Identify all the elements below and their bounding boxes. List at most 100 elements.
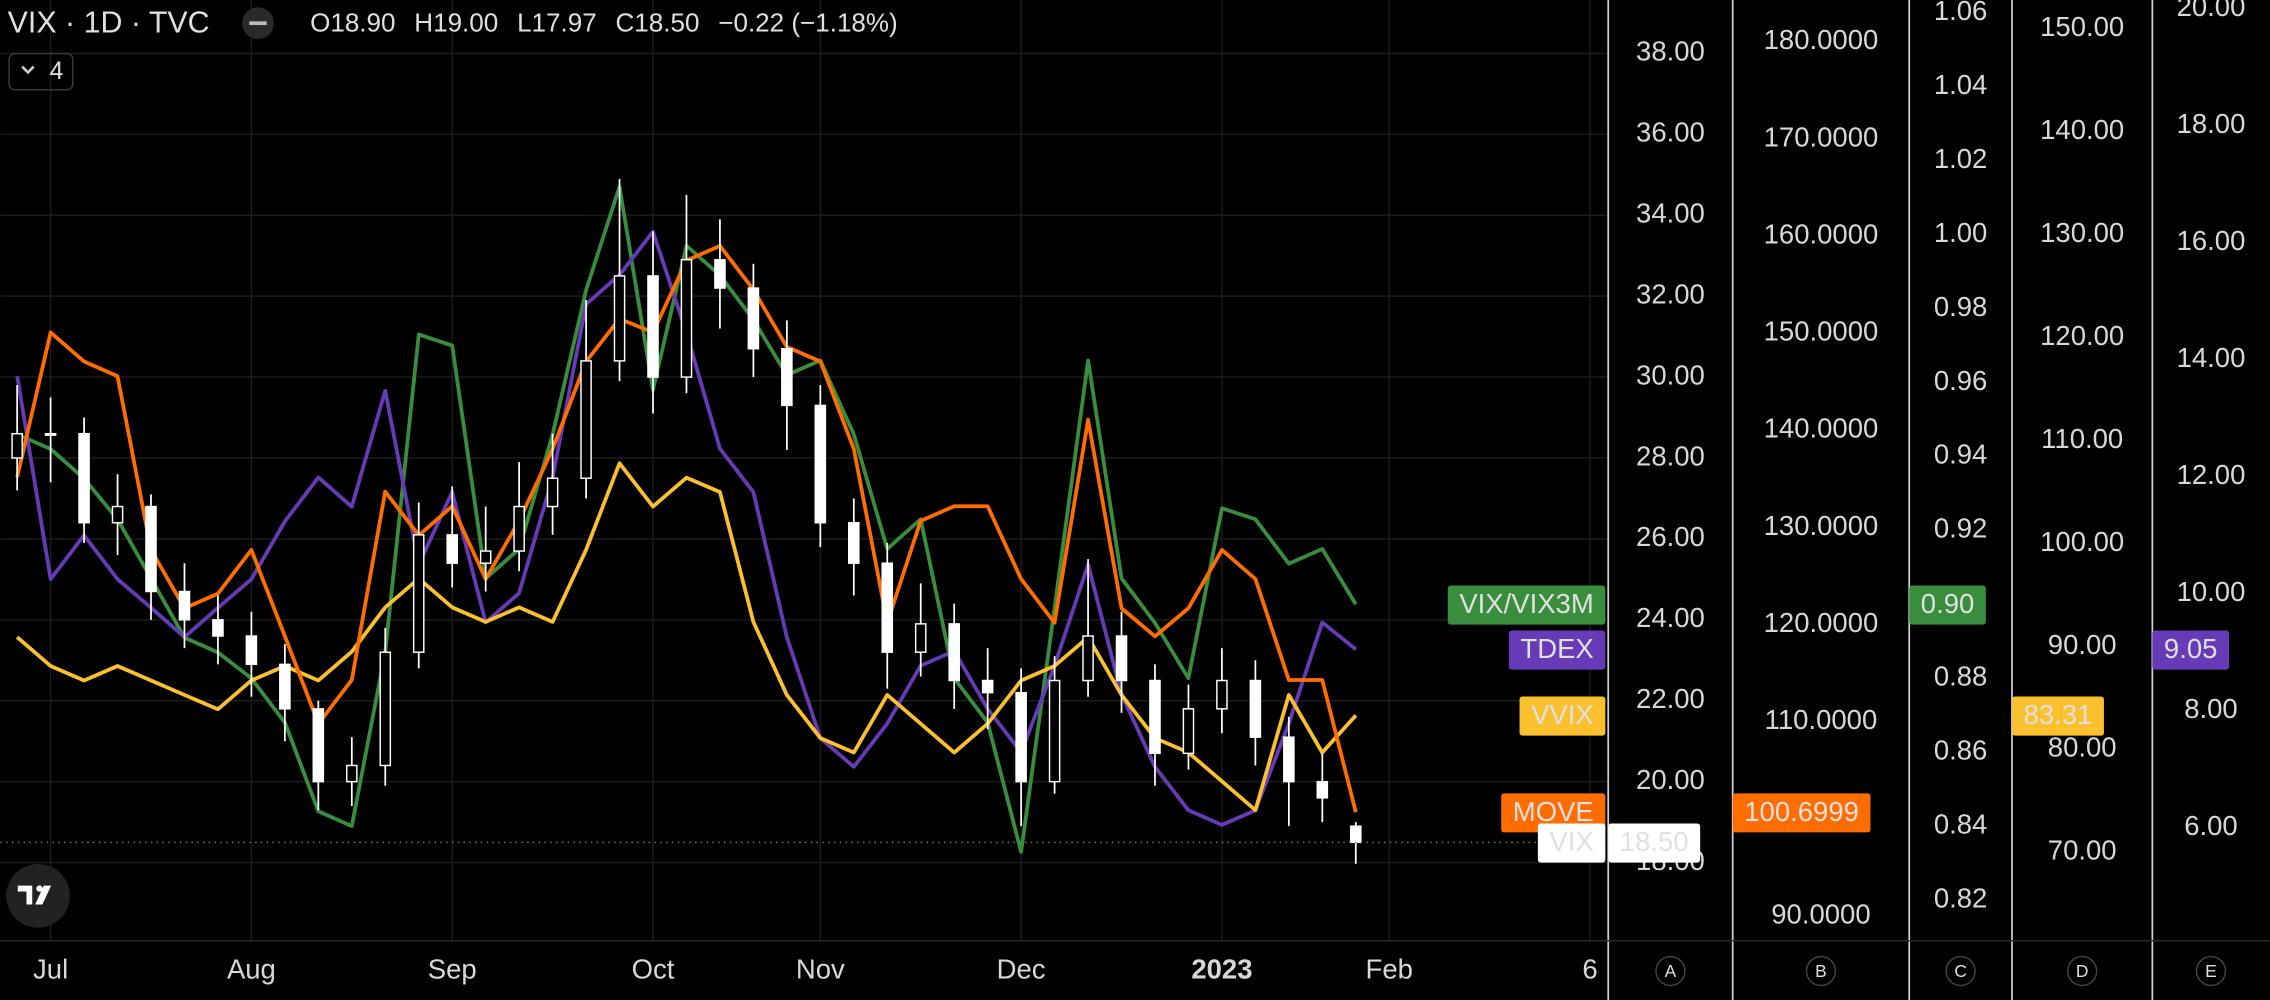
- y-tick-label: 80.00: [2048, 732, 2117, 763]
- candle-body: [1216, 679, 1228, 710]
- y-tick-label: 28.00: [1636, 440, 1705, 471]
- series-name-tag-text: VIX/VIX3M: [1459, 588, 1593, 619]
- x-tick-label: 2023: [1191, 953, 1252, 984]
- axis-letter: B: [1815, 961, 1827, 981]
- chart-title: VIX · 1D · TVC: [8, 6, 210, 40]
- series-line: [15, 461, 1358, 813]
- series-name-tag-box: [1501, 793, 1606, 833]
- axis-letter: C: [1954, 961, 1967, 981]
- y-tick-label: 180.0000: [1764, 24, 1879, 55]
- x-tick-label: Nov: [796, 953, 845, 984]
- candle-body: [1149, 679, 1161, 755]
- y-tick-label: 0.84: [1934, 808, 1988, 839]
- y-tick-label: 160.0000: [1764, 218, 1879, 249]
- logo-circle: [6, 863, 70, 928]
- y-tick-label: 120.00: [2040, 320, 2124, 351]
- candle-body: [513, 505, 525, 552]
- y-tick-label: 150.0000: [1764, 316, 1879, 347]
- candle-body: [379, 651, 392, 767]
- series-name-tag-box: [1508, 630, 1606, 670]
- x-tick-label: Oct: [632, 953, 675, 984]
- header: VIX · 1D · TVC 4 O18.90 H19.00 L17.97 C18.5…: [8, 6, 898, 91]
- y-tick-label: 38.00: [1636, 36, 1705, 67]
- last-value-tag-box: [1608, 823, 1701, 863]
- ohlc-legend-value: C18.50: [616, 7, 700, 37]
- last-value-tag-text: 83.31: [2024, 699, 2093, 730]
- y-tick-label: 1.00: [1934, 217, 1988, 248]
- y-tick-label: 0.98: [1934, 291, 1988, 322]
- last-value-tag: 0.90: [1909, 585, 1986, 625]
- axis-letter: E: [2205, 961, 2217, 981]
- series-tag-group: TDEX 9.05: [1508, 630, 2230, 670]
- candle-body: [981, 679, 994, 694]
- series-name-tag-box: [1519, 696, 1606, 736]
- y-tick-label: 12.00: [2177, 459, 2246, 490]
- candle-body: [178, 590, 191, 621]
- candle-body: [78, 432, 90, 524]
- ohlc-legend-value: −0.22 (−1.18%): [718, 7, 897, 37]
- candle-body: [881, 562, 894, 653]
- y-tick-label: 26.00: [1636, 521, 1705, 552]
- y-tick-label: 18.00: [2177, 108, 2246, 139]
- candle-body: [1048, 679, 1061, 783]
- logo[interactable]: [6, 863, 70, 928]
- y-tick-label: 140.00: [2040, 114, 2124, 145]
- ohlc-legend-value: L17.97: [517, 7, 597, 37]
- candle-body: [914, 623, 927, 653]
- y-tick-label: 34.00: [1636, 198, 1705, 229]
- logo-mark: [17, 885, 52, 905]
- series-name-tag-text: VIX: [1549, 826, 1593, 857]
- y-tick-label: 0.96: [1934, 365, 1988, 396]
- candle-body: [580, 360, 592, 479]
- candle-body: [680, 259, 693, 378]
- grid: [0, 0, 1607, 941]
- candle-body: [412, 534, 425, 653]
- axis-letter-badge: [1655, 955, 1686, 987]
- series-name-tag: VIX/VIX3M: [1447, 585, 1606, 625]
- candle-body: [1249, 679, 1262, 738]
- candle-body: [145, 505, 157, 593]
- indicator-toggle[interactable]: [8, 52, 74, 91]
- last-value-tag-text: 0.90: [1921, 588, 1975, 619]
- candle-body: [647, 275, 659, 378]
- x-tick-label: Aug: [227, 953, 276, 984]
- candle-body: [613, 275, 626, 362]
- y-tick-label: 1.02: [1934, 143, 1988, 174]
- series-name-tag-text: VVIX: [1531, 699, 1594, 730]
- candle-body: [446, 534, 458, 564]
- y-tick-label: 110.00: [2041, 423, 2123, 454]
- y-tick-label: 10.00: [2177, 576, 2246, 607]
- candle-body: [714, 259, 726, 289]
- axis-letter-badge: [2195, 955, 2227, 987]
- candle-body: [11, 432, 23, 459]
- series-tag-group: VIX/VIX3M 0.90: [1447, 585, 1986, 625]
- ohlc-legend-value: O18.90: [310, 7, 395, 37]
- y-tick-label: 22.00: [1636, 683, 1705, 714]
- series-name-tag-box: [1537, 823, 1606, 863]
- logo-dot: [36, 885, 43, 892]
- series-name-tag: VVIX: [1519, 696, 1606, 736]
- y-tick-label: 0.94: [1934, 439, 1988, 470]
- last-value-tag-box: [2011, 696, 2104, 736]
- axis-letter: D: [2076, 961, 2089, 981]
- y-tick-label: 1.04: [1934, 69, 1988, 100]
- y-tick-label: 16.00: [2177, 225, 2246, 256]
- y-tick-label: 6.00: [2184, 810, 2238, 841]
- y-tick-label: 30.00: [1636, 359, 1705, 390]
- y-tick-label: 20.00: [1636, 764, 1705, 795]
- candle-body: [848, 522, 860, 564]
- series-name-tag: VIX: [1537, 823, 1606, 863]
- y-tick-label: 100.00: [2040, 526, 2124, 557]
- candle-body: [111, 505, 124, 524]
- price-tags: VIX/VIX3M 0.90 TDEX 9.05 VVIX 83.31 MOVE 100.69…: [1447, 585, 2230, 863]
- candle-body: [1115, 635, 1128, 682]
- candle-body: [279, 663, 291, 710]
- axis-letter-badge: [2066, 955, 2098, 987]
- candle-body: [1015, 691, 1027, 783]
- y-tick-label: 0.88: [1934, 661, 1988, 692]
- y-tick-label: 32.00: [1636, 278, 1705, 309]
- indicator-count: 4: [50, 58, 64, 85]
- y-tick-label: 20.00: [2177, 0, 2246, 22]
- y-tick-label: 0.86: [1934, 734, 1988, 765]
